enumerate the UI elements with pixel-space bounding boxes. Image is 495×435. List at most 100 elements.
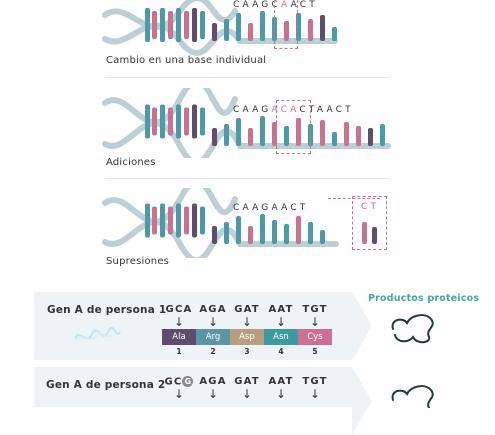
dna-base bbox=[368, 128, 373, 146]
gene-title: Gen A de persona 2 bbox=[46, 379, 166, 391]
codon-label: GAT bbox=[234, 304, 260, 315]
dna-base bbox=[212, 128, 217, 146]
dna-base-pair bbox=[145, 104, 150, 139]
dna-base-letter: A bbox=[271, 105, 281, 115]
protein-shape-icon bbox=[391, 314, 434, 344]
dna-base bbox=[284, 126, 289, 146]
dna-base-pair bbox=[152, 107, 157, 136]
dna-base-letter: A bbox=[242, 0, 253, 10]
protein-products-title: Productos proteicos bbox=[368, 293, 480, 304]
dna-base-letter: T bbox=[345, 105, 354, 115]
dna-base-pair bbox=[200, 107, 205, 136]
dna-helix-illustration bbox=[102, 88, 391, 158]
gene-panel-person-1: Gen A de persona 1 GCA ↓ Ala 1 AGA ↓ Arg 2 GAT ↓ A… bbox=[34, 292, 372, 360]
down-arrow-icon: ↓ bbox=[241, 315, 253, 329]
down-arrow-icon: ↓ bbox=[207, 315, 219, 329]
dna-base bbox=[320, 15, 325, 41]
dna-base bbox=[362, 222, 367, 244]
dna-base-letter: C bbox=[233, 203, 243, 213]
dna-base bbox=[284, 21, 289, 41]
dna-base-letter: A bbox=[281, 203, 291, 213]
dna-helix-illustration bbox=[102, 188, 339, 258]
down-arrow-icon: ↓ bbox=[173, 387, 185, 401]
amino-acid-block: Ala bbox=[162, 329, 196, 345]
dna-base bbox=[236, 118, 241, 146]
dna-base-letter: A bbox=[280, 0, 291, 10]
dna-base bbox=[332, 132, 337, 146]
dna-base-pair bbox=[184, 11, 189, 39]
dna-base-pair bbox=[145, 203, 150, 238]
dna-base-letter: C bbox=[299, 0, 310, 10]
divider bbox=[105, 77, 390, 78]
dna-base bbox=[332, 27, 337, 41]
dna-base bbox=[260, 11, 265, 41]
dna-base-pair bbox=[168, 206, 173, 235]
codon-label: AGA bbox=[199, 304, 227, 315]
dna-base-pair bbox=[176, 203, 181, 238]
dna-base bbox=[224, 222, 229, 244]
dna-base-pair bbox=[160, 104, 165, 139]
codon-label: GAT bbox=[234, 376, 260, 387]
amino-acid-position: 5 bbox=[312, 347, 318, 356]
dna-base-letter: A bbox=[252, 0, 262, 10]
amino-acid-block: Asp bbox=[230, 329, 264, 345]
deleted-segment-connector bbox=[328, 198, 380, 249]
panel-arrow-tip bbox=[352, 367, 372, 435]
dna-base-letter: A bbox=[242, 203, 253, 213]
dna-base bbox=[236, 216, 241, 244]
amino-acid-position: 2 bbox=[210, 347, 216, 356]
dna-base bbox=[284, 224, 289, 244]
codon-label: TGT bbox=[302, 376, 328, 387]
down-arrow-icon: ↓ bbox=[241, 387, 253, 401]
dna-base-pair bbox=[184, 107, 189, 136]
section-additions: CAAGACACTAACT bbox=[100, 88, 400, 158]
dna-base-pair bbox=[184, 206, 189, 235]
dna-sequence: CAAGAACT bbox=[233, 203, 308, 213]
dna-base-pair bbox=[152, 11, 157, 39]
dna-base-letter: A bbox=[242, 105, 253, 115]
dna-base bbox=[344, 122, 349, 146]
mutation-highlight-box bbox=[276, 100, 311, 154]
codon-label: AAT bbox=[268, 304, 294, 315]
down-arrow-icon: ↓ bbox=[275, 315, 287, 329]
dna-base-letter: T bbox=[299, 203, 309, 213]
dna-base-pair bbox=[176, 8, 181, 42]
dna-base-letter: A bbox=[271, 203, 282, 213]
dna-base-letter: A bbox=[290, 105, 300, 115]
dna-backbone-strand bbox=[102, 219, 339, 258]
dna-base-letter: A bbox=[316, 105, 327, 115]
dna-base bbox=[236, 13, 241, 41]
dna-base-pair bbox=[200, 206, 205, 235]
gene-panel-person-2: Gen A de persona 2 GC G ↓ AGA ↓ GAT ↓ AAT ↓ TGT ↓ bbox=[34, 367, 372, 435]
amino-acid-position: 3 bbox=[244, 347, 250, 356]
section-label: Cambio en una base individual bbox=[106, 55, 267, 66]
dna-base-letter: C bbox=[361, 202, 371, 212]
dna-base-letter: G bbox=[261, 105, 272, 115]
dna-base-letter: G bbox=[261, 0, 272, 10]
removed-bases bbox=[362, 222, 377, 244]
dna-base bbox=[308, 19, 313, 41]
dna-base-letter: C bbox=[233, 0, 243, 10]
dna-base bbox=[380, 124, 385, 146]
dna-base bbox=[272, 220, 277, 244]
dna-base-letter: T bbox=[309, 0, 318, 10]
section-single-base-change: CAAGCAACT bbox=[100, 0, 400, 75]
dna-base bbox=[356, 126, 361, 146]
down-arrow-icon: ↓ bbox=[309, 315, 321, 329]
dna-base bbox=[260, 116, 265, 146]
dna-base-letter: C bbox=[290, 203, 300, 213]
dna-base-pair bbox=[200, 11, 205, 39]
protein-shape-icon bbox=[391, 385, 434, 408]
dna-base-letter: A bbox=[252, 105, 262, 115]
dna-base bbox=[212, 23, 217, 41]
dna-base-letter: A bbox=[252, 203, 262, 213]
amino-acid-position: 4 bbox=[278, 347, 284, 356]
section-deletions: CAAGAACT CT bbox=[100, 188, 400, 258]
dna-helix-illustration bbox=[102, 0, 338, 56]
dna-base bbox=[308, 222, 313, 244]
dna-squiggle-icon bbox=[74, 327, 121, 341]
dna-base-pair bbox=[145, 8, 150, 42]
mutated-base-marker: G bbox=[182, 376, 194, 387]
dna-sequence: CAAGACACTAACT bbox=[233, 105, 354, 115]
dna-base-letter: C bbox=[233, 105, 243, 115]
